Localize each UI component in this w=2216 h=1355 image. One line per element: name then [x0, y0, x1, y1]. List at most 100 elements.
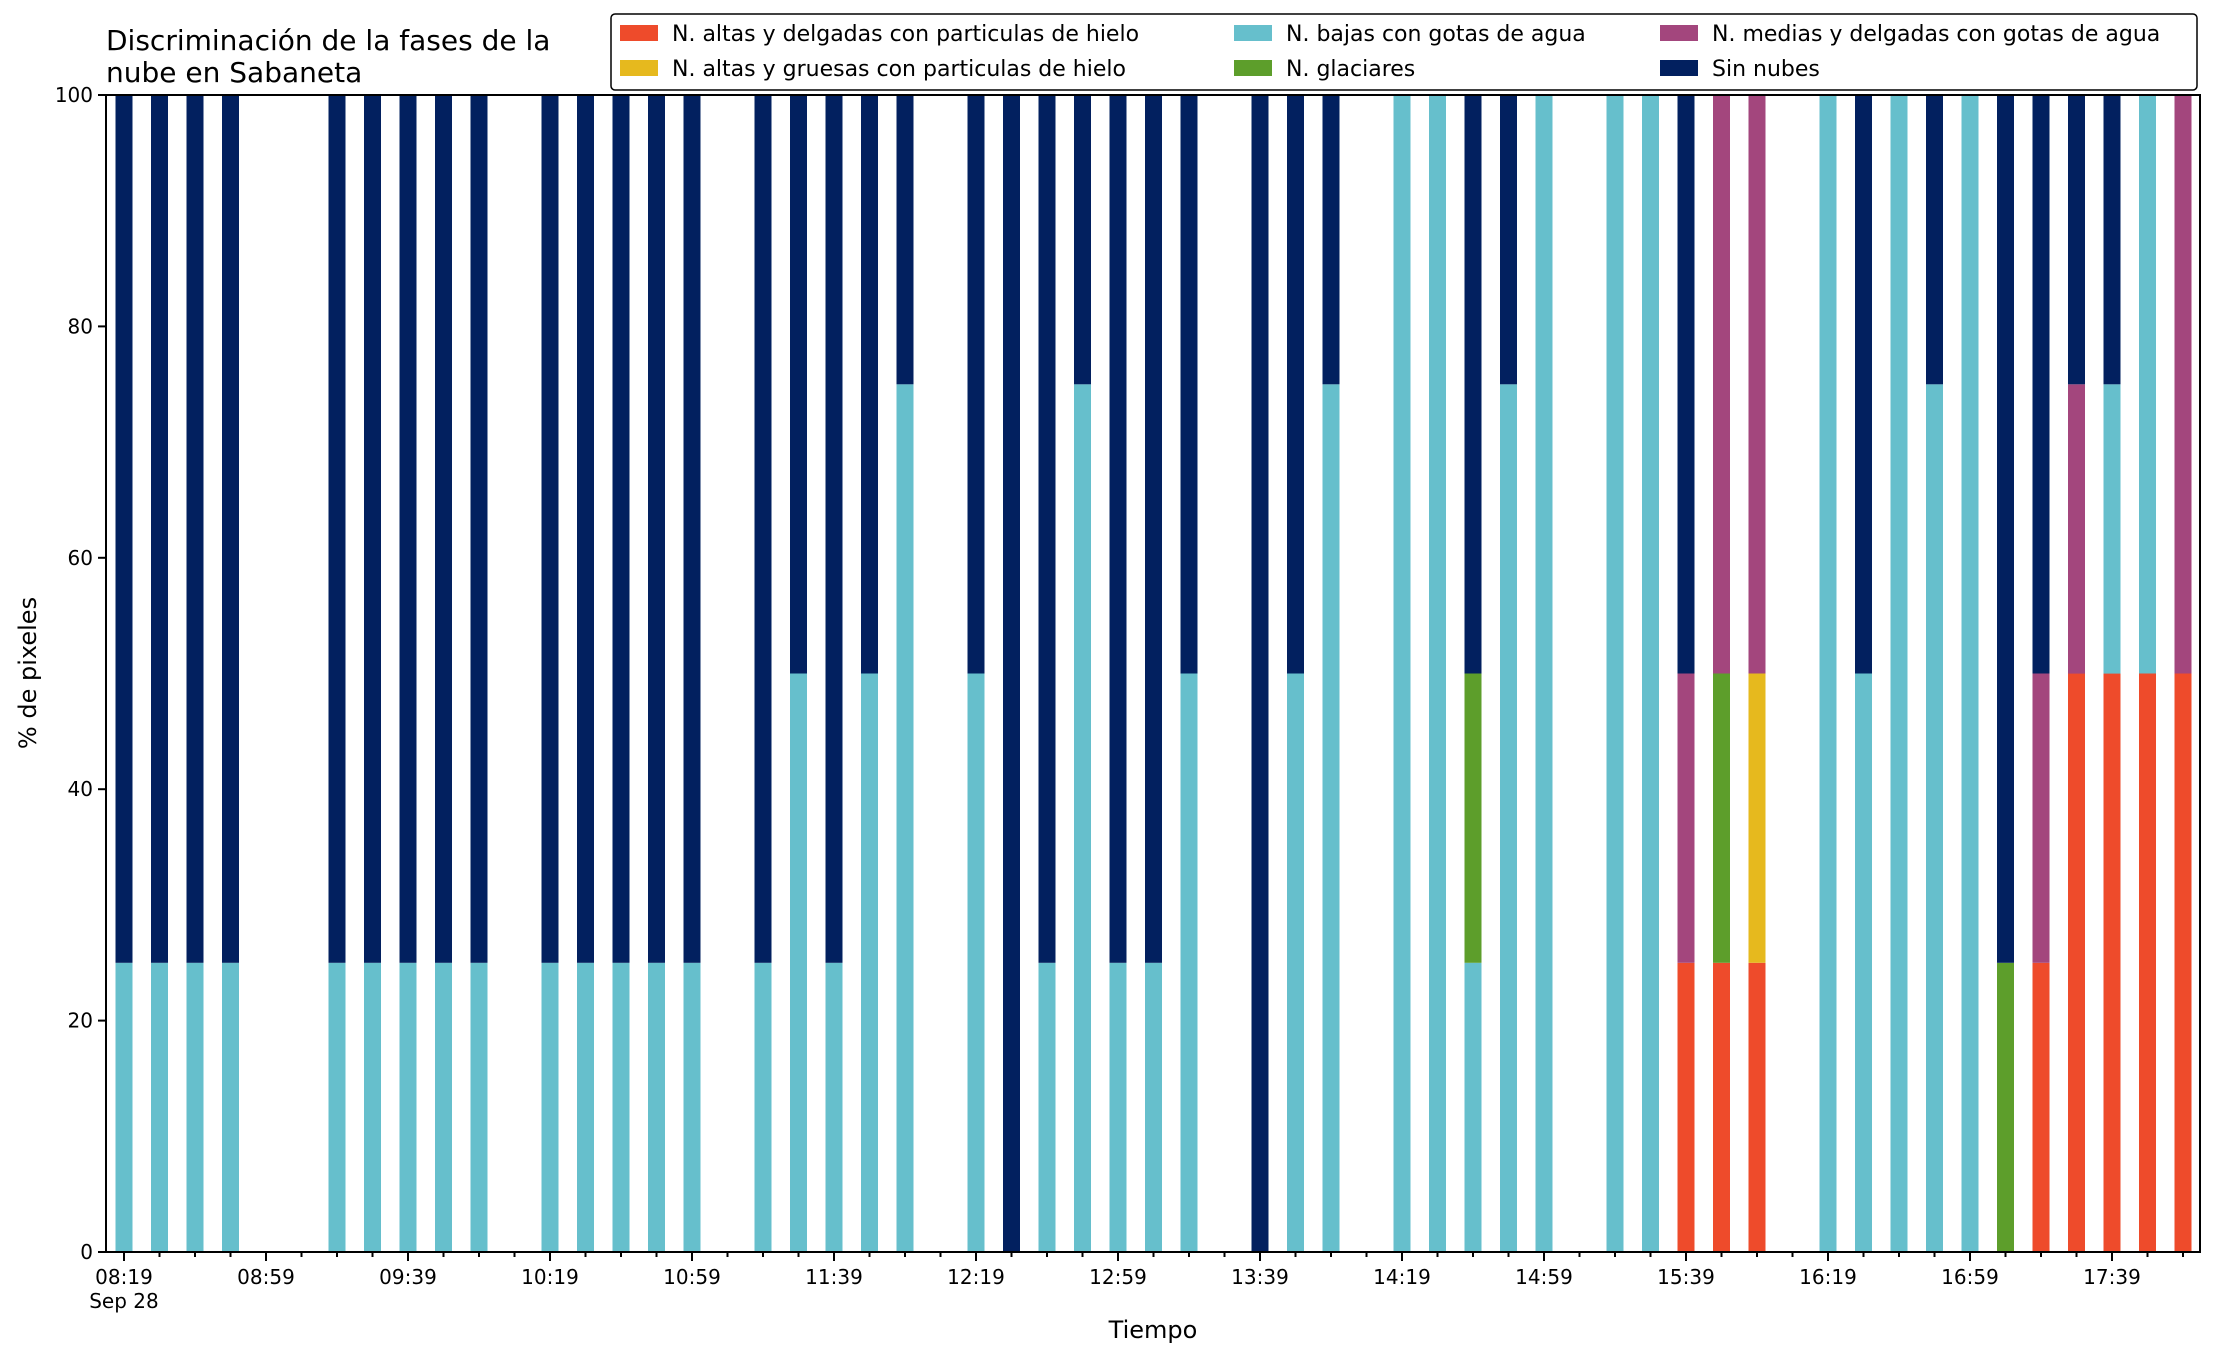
bar-segment — [2139, 673, 2156, 1252]
chart-title: Discriminación de la fases de la nube en … — [106, 24, 550, 89]
bar-segment — [754, 962, 772, 1253]
bar-segment — [186, 95, 204, 963]
legend-swatch — [1660, 60, 1698, 76]
bar-segment — [577, 962, 594, 1253]
x-tick-label: 12:59 — [1089, 1265, 1147, 1289]
bar-segment — [1393, 95, 1411, 1252]
bar-segment — [861, 95, 878, 674]
bar-segment — [1464, 673, 1482, 963]
bar-segment — [1322, 384, 1340, 1253]
chart-title-line: nube en Sabaneta — [106, 56, 362, 89]
bar-segment — [790, 95, 807, 674]
x-tick-label-line: 12:59 — [1089, 1265, 1147, 1289]
x-tick-label: 15:39 — [1657, 1265, 1715, 1289]
bar-segment — [1748, 95, 1766, 674]
bar-segment — [2103, 384, 2121, 674]
bar-segment — [151, 962, 168, 1253]
x-tick-label: 17:39 — [2083, 1265, 2141, 1289]
bar-segment — [683, 95, 701, 963]
bar-segment — [1038, 962, 1056, 1253]
bar-segment — [1961, 95, 1979, 1252]
legend-swatch — [1234, 60, 1272, 76]
chart-title-line: Discriminación de la fases de la — [106, 24, 550, 57]
x-tick-label: 11:39 — [805, 1265, 863, 1289]
bar-segment — [222, 95, 239, 963]
x-tick-label: 14:59 — [1515, 1265, 1573, 1289]
x-tick-label: 08:19 Sep 28 — [89, 1265, 159, 1313]
x-tick-label: 12:19 — [947, 1265, 1005, 1289]
x-tick-label-line: 12:19 — [947, 1265, 1005, 1289]
bar-segment — [1322, 95, 1340, 385]
legend-swatch — [1234, 25, 1272, 41]
legend-label: N. bajas con gotas de agua — [1286, 22, 1586, 47]
bar-segment — [612, 95, 630, 963]
bar-segment — [1855, 95, 1872, 674]
x-tick-label-line: 09:39 — [379, 1265, 437, 1289]
bar-segment — [1535, 95, 1553, 1252]
bar-segment — [2139, 95, 2156, 674]
bar-stacks — [115, 95, 2192, 1253]
bar-segment — [115, 962, 133, 1253]
y-tick-label: 60 — [68, 546, 93, 570]
bar-segment — [399, 95, 417, 963]
bar-segment — [1819, 95, 1837, 1252]
y-axis-label: % de pixeles — [14, 597, 42, 749]
bar-segment — [2174, 95, 2192, 674]
bar-segment — [1500, 384, 1517, 1253]
x-tick-label-line: 15:39 — [1657, 1265, 1715, 1289]
legend-swatch — [620, 60, 658, 76]
x-tick-label: 08:59 — [237, 1265, 295, 1289]
y-axis: 0 20 40 60 80 100 — [55, 83, 106, 1264]
x-tick-label-line: 08:59 — [237, 1265, 295, 1289]
bar-segment — [1890, 95, 1908, 1252]
bar-segment — [1464, 95, 1482, 674]
bar-segment — [1429, 95, 1446, 1252]
bar-segment — [648, 962, 665, 1253]
x-tick-label-line: 10:59 — [663, 1265, 721, 1289]
x-tick-label: 09:39 — [379, 1265, 437, 1289]
x-axis: 08:19 Sep 28 08:59 09:39 10:19 10:59 11:39 12:1… — [89, 1252, 2184, 1313]
bar-segment — [2032, 962, 2050, 1253]
bar-segment — [1109, 95, 1127, 963]
bar-segment — [967, 673, 985, 1252]
bar-segment — [1677, 962, 1695, 1253]
bar-segment — [1074, 384, 1091, 1253]
bar-segment — [577, 95, 594, 963]
bar-segment — [115, 95, 133, 963]
bar-segment — [186, 962, 204, 1253]
x-tick-label-line: 08:19 — [95, 1265, 153, 1289]
bar-segment — [825, 95, 843, 963]
bar-segment — [683, 962, 701, 1253]
x-tick-label-line: 17:39 — [2083, 1265, 2141, 1289]
bar-segment — [1748, 962, 1766, 1253]
y-tick-label: 20 — [68, 1009, 93, 1033]
bar-segment — [1145, 95, 1162, 963]
bar-segment — [2103, 95, 2121, 385]
bar-segment — [435, 95, 452, 963]
bar-segment — [1287, 673, 1304, 1252]
legend-label: N. glaciares — [1286, 57, 1415, 82]
x-tick-label-line: 13:39 — [1231, 1265, 1289, 1289]
bar-segment — [399, 962, 417, 1253]
legend-swatch — [1660, 25, 1698, 41]
bar-segment — [896, 95, 914, 385]
bar-segment — [1855, 673, 1872, 1252]
bar-segment — [1997, 95, 2014, 963]
bar-segment — [541, 95, 559, 963]
x-tick-label: 16:59 — [1941, 1265, 1999, 1289]
x-tick-label-line: 10:19 — [521, 1265, 579, 1289]
bar-segment — [1003, 95, 1020, 1252]
bar-segment — [1713, 673, 1730, 963]
bar-segment — [1180, 673, 1198, 1252]
bar-segment — [328, 962, 346, 1253]
bar-segment — [896, 384, 914, 1253]
y-tick-label: 80 — [68, 314, 93, 338]
bar-segment — [1997, 962, 2014, 1253]
bar-segment — [2174, 673, 2192, 1252]
x-tick-label: 16:19 — [1799, 1265, 1857, 1289]
bar-segment — [2068, 95, 2085, 385]
bar-segment — [1713, 95, 1730, 674]
bar-segment — [2068, 384, 2085, 674]
bar-segment — [861, 673, 878, 1252]
x-tick-label-line: 14:19 — [1373, 1265, 1431, 1289]
